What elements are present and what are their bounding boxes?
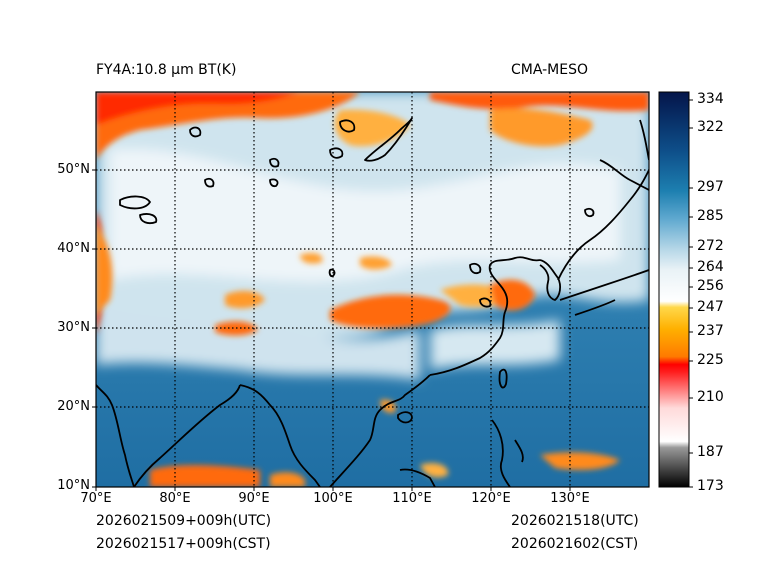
colorbar-tick-225: 225 (697, 352, 724, 368)
lon-label-130: 130°E (550, 491, 590, 506)
valid-time-cst: 2026021602(CST) (511, 536, 639, 552)
colorbar-tick-237: 237 (697, 323, 724, 339)
lon-label-120: 120°E (471, 491, 511, 506)
colorbar-tick-210: 210 (697, 389, 724, 405)
valid-time-utc: 2026021518(UTC) (511, 513, 639, 529)
lon-label-70: 70°E (80, 491, 112, 506)
model-title: CMA-MESO (511, 62, 589, 78)
lat-label-40: 40°N (57, 241, 90, 256)
map-frame (95, 91, 650, 488)
lat-label-20: 20°N (57, 399, 90, 414)
lat-label-10: 10°N (57, 478, 90, 493)
init-time-utc: 2026021509+009h(UTC) (96, 513, 272, 529)
colorbar-tick-285: 285 (697, 208, 724, 224)
colorbar-tick-264: 264 (697, 259, 724, 275)
colorbar-tick-297: 297 (697, 179, 724, 195)
lon-label-80: 80°E (159, 491, 191, 506)
colorbar-tick-334: 334 (697, 91, 724, 107)
colorbar-tick-247: 247 (697, 299, 724, 315)
colorbar-bar (658, 91, 690, 488)
colorbar-tick-272: 272 (697, 238, 724, 254)
init-time-cst: 2026021517+009h(CST) (96, 536, 271, 552)
lon-label-90: 90°E (238, 491, 270, 506)
lat-label-30: 30°N (57, 320, 90, 335)
colorbar-tick-187: 187 (697, 444, 724, 460)
lon-label-100: 100°E (313, 491, 353, 506)
colorbar-tick-173: 173 (697, 478, 724, 494)
colorbar-tick-256: 256 (697, 278, 724, 294)
colorbar-tick-322: 322 (697, 119, 724, 135)
lat-label-50: 50°N (57, 162, 90, 177)
product-title: FY4A:10.8 µm BT(K) (96, 62, 237, 78)
lon-label-110: 110°E (392, 491, 432, 506)
